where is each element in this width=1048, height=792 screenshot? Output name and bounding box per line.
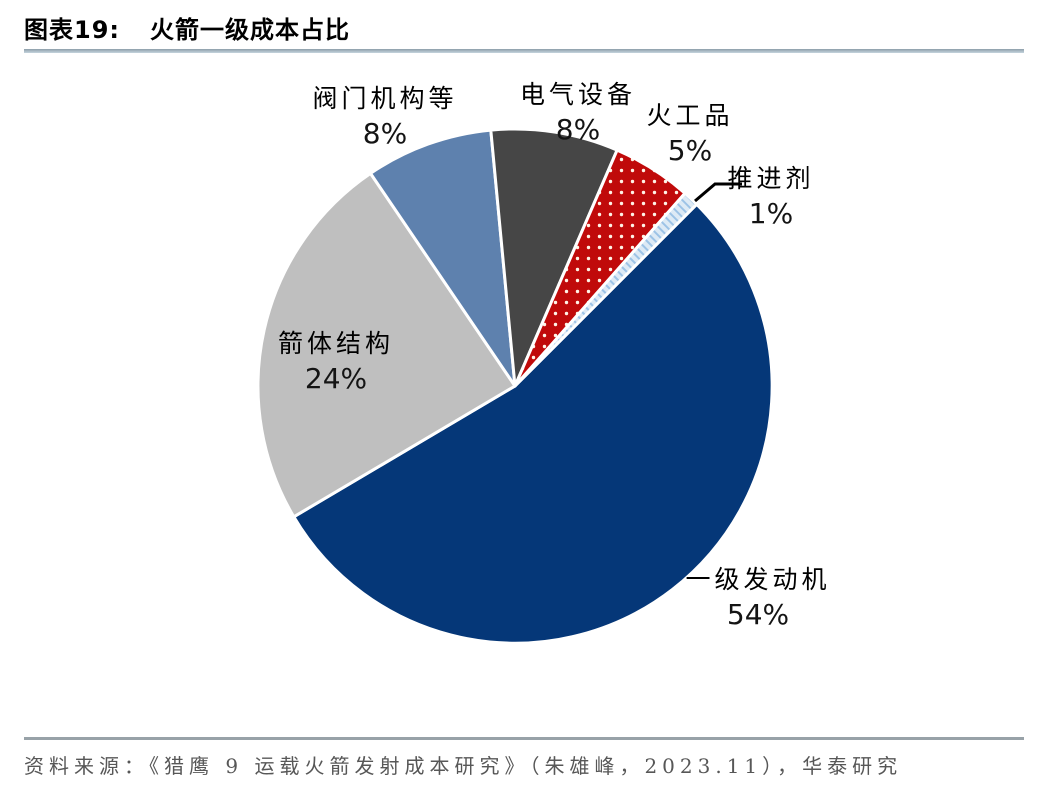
pie-slice-first-stage-engine (292, 202, 774, 645)
leader-line-propellant (694, 182, 742, 203)
slice-percent: 5% (667, 134, 713, 167)
pie-slice-electrical-equipment (489, 127, 619, 388)
slice-label-rocket-body-structure: 箭体结构 24% (278, 329, 394, 396)
slice-label-first-stage-engine: 一级发动机 54% (685, 565, 830, 632)
pie-slice-propellant (513, 191, 699, 388)
slice-name: 火工品 (646, 101, 734, 130)
slice-name: 阀门机构等 (312, 84, 458, 113)
slice-label-valve-mechanism: 阀门机构等 8% (312, 84, 457, 151)
slice-label-propellant: 推进剂 1% (727, 164, 814, 231)
slice-percent: 8% (362, 117, 408, 150)
slice-percent: 1% (748, 197, 794, 230)
figure-title: 火箭一级成本占比 (150, 15, 350, 44)
slice-percent: 24% (304, 362, 368, 395)
slice-label-pyrotechnics: 火工品 5% (646, 101, 733, 168)
figure-header: 图表19: 火箭一级成本占比 (24, 10, 350, 44)
slice-label-electrical-equipment: 电气设备 8% (520, 80, 636, 147)
pie-slice-rocket-body-structure (256, 171, 517, 519)
slice-percent: 8% (555, 113, 601, 146)
pie-slice-valve-mechanism (369, 128, 517, 388)
slice-name: 电气设备 (519, 80, 637, 109)
slice-name: 箭体结构 (277, 329, 395, 358)
slice-name: 一级发动机 (685, 565, 831, 594)
header-divider (24, 49, 1024, 53)
slice-percent: 54% (726, 598, 790, 631)
slice-name: 推进剂 (727, 164, 815, 193)
figure-number: 图表19: (24, 15, 120, 44)
source-note: 资料来源：《猎鹰 9 运载火箭发射成本研究》（朱雄峰，2023.11），华泰研究 (24, 754, 903, 778)
footer-divider (24, 737, 1024, 740)
